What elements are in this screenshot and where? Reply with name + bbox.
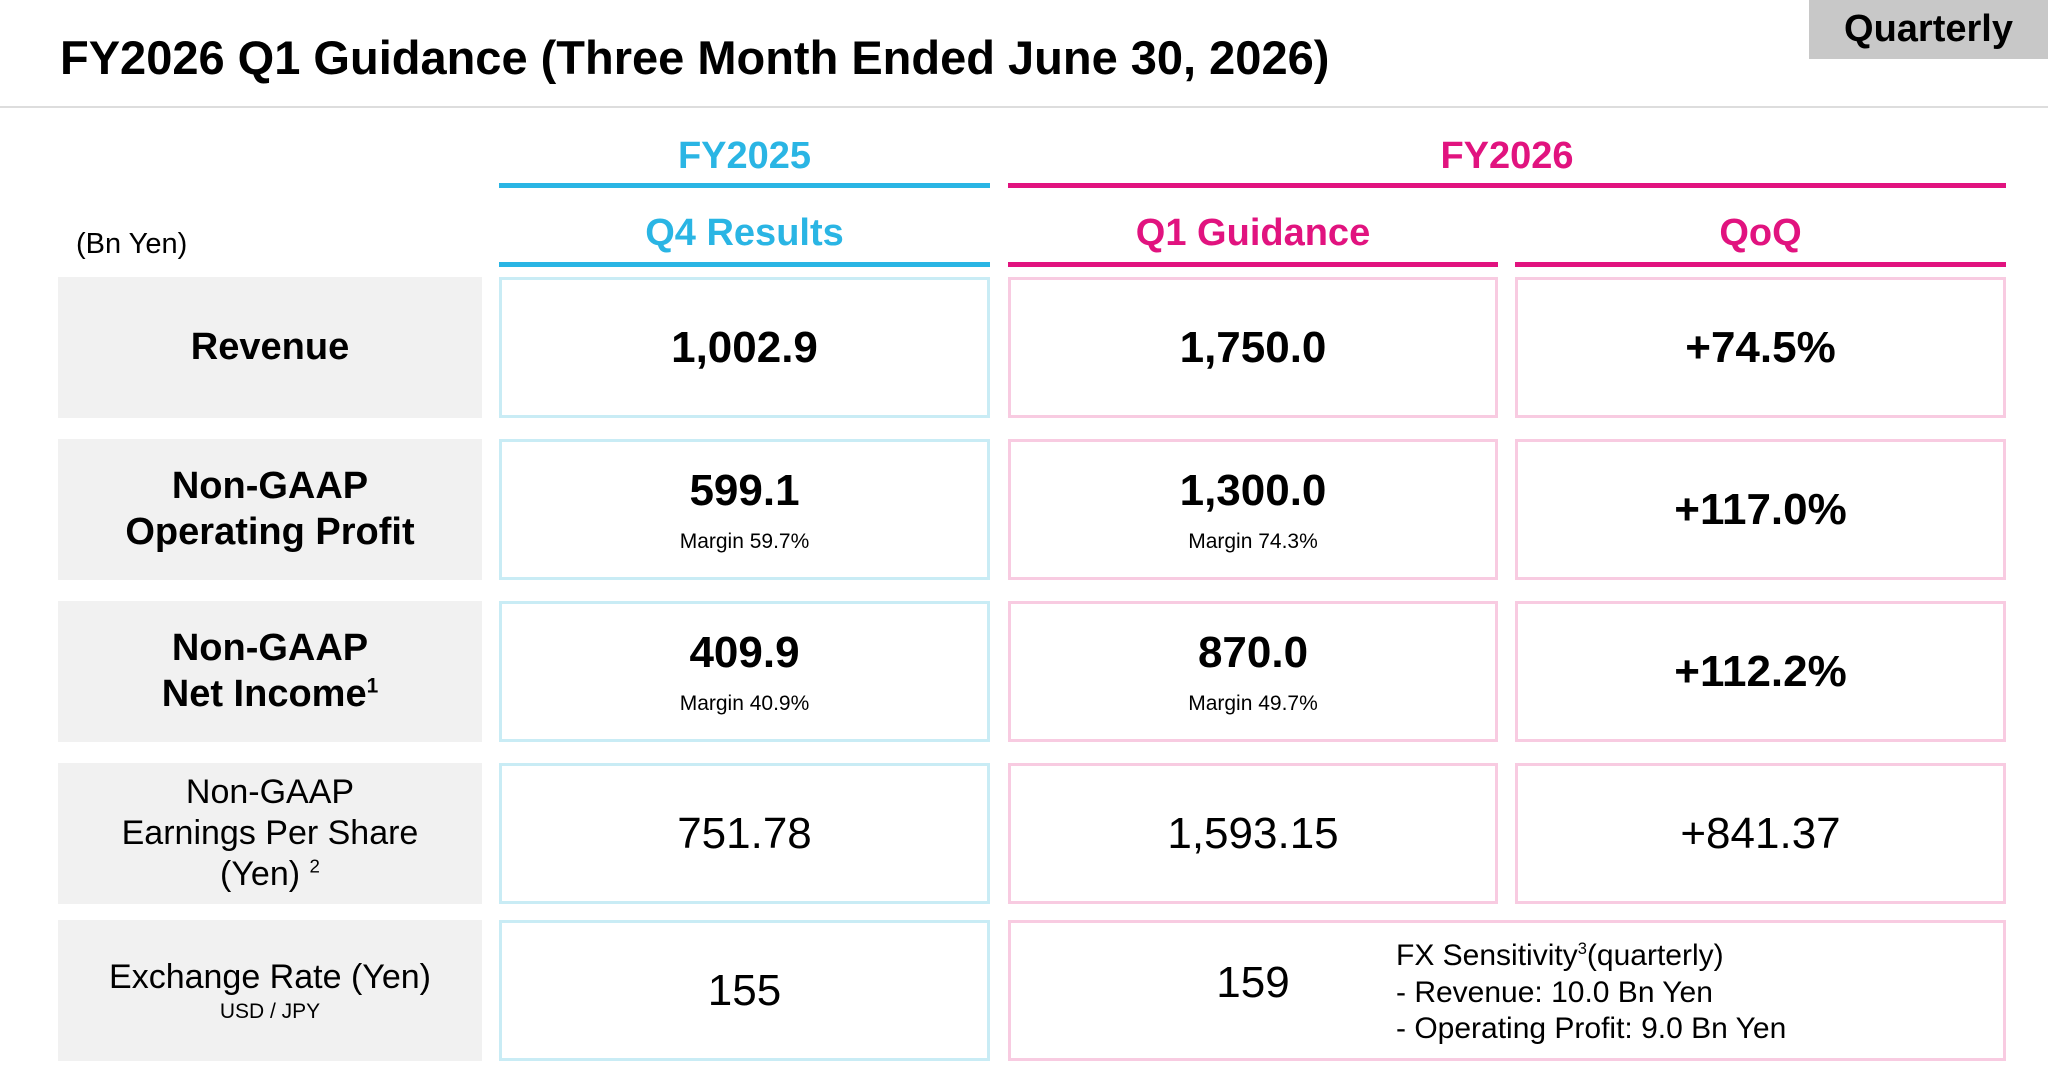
cell-eps-qoq: +841.37 — [1515, 763, 2006, 904]
header-qoq-underline — [1515, 262, 2006, 267]
title-divider — [0, 106, 2048, 108]
row-label-operating-profit: Non-GAAP Operating Profit — [58, 439, 482, 580]
row-label-revenue: Revenue — [58, 277, 482, 418]
fx-note-title: FX Sensitivity3(quarterly) — [1396, 938, 1786, 975]
label-line2: Net Income — [161, 672, 367, 715]
value: 409.9 — [689, 627, 800, 677]
value: +74.5% — [1685, 322, 1836, 372]
value: 751.78 — [677, 808, 812, 858]
margin: Margin 74.3% — [1188, 529, 1318, 553]
header-fy2025-underline — [499, 183, 990, 188]
fx-note-title-b: (quarterly) — [1586, 939, 1724, 972]
value: +117.0% — [1674, 484, 1847, 534]
cell-exchange-rate-q4: 155 — [499, 920, 990, 1061]
value: +841.37 — [1680, 808, 1841, 858]
header-fy2025: FY2025 — [677, 134, 812, 177]
footnote-ref: 3 — [1577, 940, 1587, 958]
value: +112.2% — [1674, 646, 1847, 696]
fx-sensitivity-note: FX Sensitivity3(quarterly) - Revenue: 10… — [1396, 938, 1786, 1048]
header-q4-underline — [499, 262, 990, 267]
value: 870.0 — [1197, 627, 1309, 677]
header-qoq: QoQ — [1719, 211, 1802, 254]
header-q1-guidance: Q1 Guidance — [1135, 211, 1371, 254]
value: 1,300.0 — [1179, 465, 1327, 515]
cell-revenue-q1: 1,750.0 — [1008, 277, 1498, 418]
row-label-exchange-rate: Exchange Rate (Yen) USD / JPY — [58, 920, 482, 1061]
row-label-net-income: Non-GAAP Net Income1 — [58, 601, 482, 742]
margin: Margin 49.7% — [1188, 691, 1318, 715]
value: 1,002.9 — [671, 322, 818, 372]
cell-operating-profit-q4: 599.1 Margin 59.7% — [499, 439, 990, 580]
unit-label: (Bn Yen) — [76, 228, 188, 260]
label-line2-wrap: Net Income1 — [162, 672, 378, 718]
label-line3: (Yen) — [220, 854, 301, 893]
cell-net-income-q1: 870.0 Margin 49.7% — [1008, 601, 1498, 742]
label-sub: USD / JPY — [219, 1000, 321, 1024]
label-line1: Non-GAAP — [185, 773, 355, 812]
header-fy2026: FY2026 — [1440, 134, 1574, 177]
page-title: FY2026 Q1 Guidance (Three Month Ended Ju… — [60, 31, 1330, 84]
value: 599.1 — [689, 465, 800, 515]
cell-revenue-q4: 1,002.9 — [499, 277, 990, 418]
fx-note-title-a: FX Sensitivity — [1396, 939, 1578, 972]
exchange-rate-q1-value: 159 — [1216, 958, 1290, 1007]
label-line1: Non-GAAP — [171, 464, 369, 507]
header-q1-underline — [1008, 262, 1498, 267]
label-line3-wrap: (Yen) 2 — [220, 854, 320, 895]
footnote-ref: 2 — [309, 855, 320, 877]
cell-operating-profit-qoq: +117.0% — [1515, 439, 2006, 580]
value: 155 — [707, 965, 782, 1015]
label-line1: Non-GAAP — [171, 626, 369, 669]
cell-eps-q1: 1,593.15 — [1008, 763, 1498, 904]
value: 1,593.15 — [1167, 808, 1339, 858]
cell-exchange-rate-q1 — [1008, 920, 2006, 1061]
label-text: Revenue — [190, 325, 350, 368]
cell-net-income-q4: 409.9 Margin 40.9% — [499, 601, 990, 742]
cell-net-income-qoq: +112.2% — [1515, 601, 2006, 742]
label-text: Exchange Rate (Yen) — [109, 957, 431, 996]
fx-note-line2: - Operating Profit: 9.0 Bn Yen — [1396, 1012, 1787, 1046]
fx-note-line1: - Revenue: 10.0 Bn Yen — [1396, 975, 1713, 1009]
cell-operating-profit-q1: 1,300.0 Margin 74.3% — [1008, 439, 1498, 580]
header-q4-results: Q4 Results — [645, 211, 844, 254]
footnote-ref: 1 — [366, 673, 379, 697]
row-label-eps: Non-GAAP Earnings Per Share (Yen) 2 — [58, 763, 482, 904]
label-line2: Earnings Per Share — [121, 814, 419, 853]
margin: Margin 59.7% — [679, 529, 810, 553]
value: 1,750.0 — [1179, 322, 1327, 372]
cell-eps-q4: 751.78 — [499, 763, 990, 904]
quarterly-tag: Quarterly — [1809, 0, 2048, 59]
header-fy2026-underline — [1008, 183, 2006, 188]
label-line2: Operating Profit — [125, 510, 415, 553]
cell-revenue-qoq: +74.5% — [1515, 277, 2006, 418]
margin: Margin 40.9% — [679, 691, 810, 715]
